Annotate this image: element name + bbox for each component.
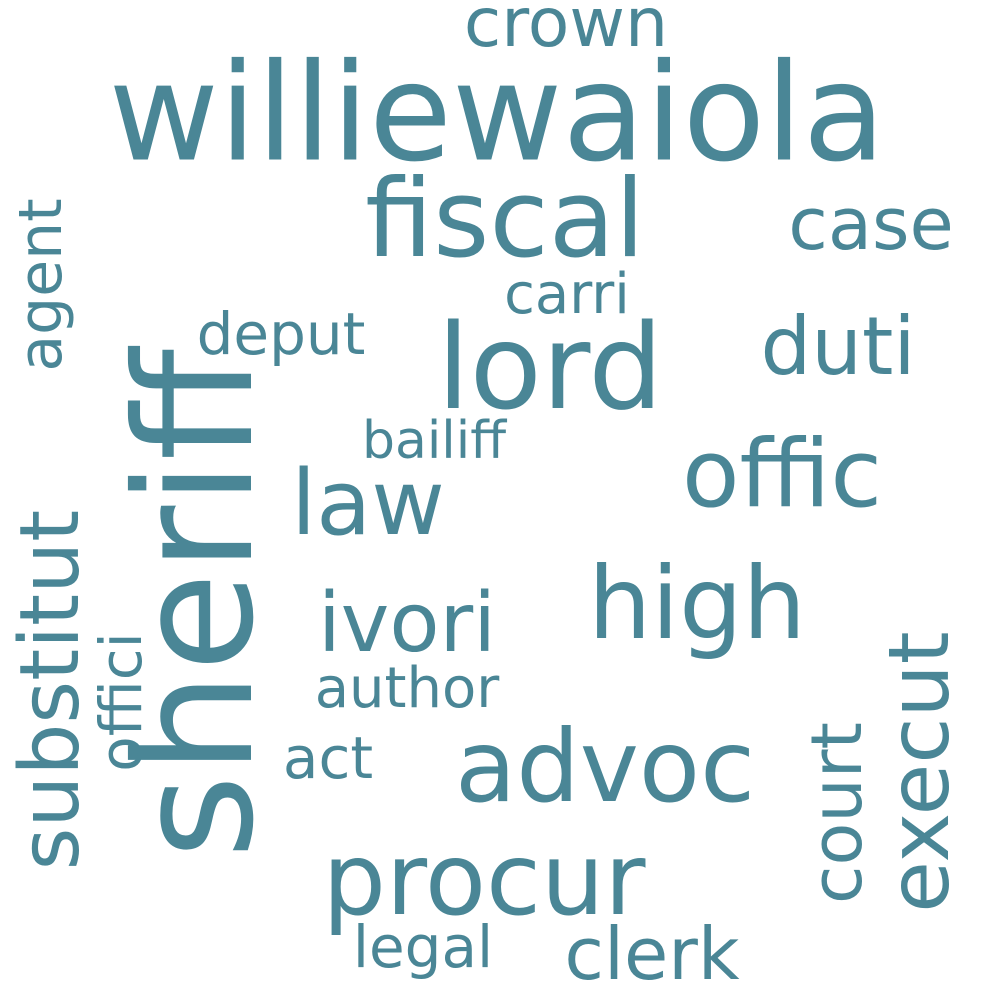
word-substitut: substitut [3, 509, 98, 871]
word-author: author [314, 656, 500, 721]
word-court: court [796, 722, 878, 904]
word-duti: duti [760, 300, 916, 393]
word-sheriff: sheriff [102, 349, 290, 859]
word-procur: procur [322, 821, 646, 938]
word-lord: lord [436, 298, 664, 436]
word-execut: execut [870, 631, 968, 913]
word-offici: offici [87, 632, 155, 772]
word-ivori: ivori [318, 576, 496, 671]
word-offic: offic [681, 420, 883, 529]
word-advoc: advoc [454, 708, 756, 825]
word-act: act [282, 724, 374, 792]
word-fiscal: fiscal [365, 157, 645, 282]
word-law: law [291, 451, 445, 556]
word-carri: carri [504, 262, 630, 327]
word-high: high [587, 545, 807, 662]
word-deput: deput [196, 300, 366, 368]
word-crown: crown [463, 0, 669, 63]
word-williewaiola: williewaiola [108, 34, 886, 192]
word-clerk: clerk [564, 912, 740, 996]
word-case: case [788, 182, 954, 266]
word-legal: legal [352, 913, 494, 981]
word-agent: agent [6, 198, 76, 372]
word-bailiff: bailiff [361, 411, 507, 471]
